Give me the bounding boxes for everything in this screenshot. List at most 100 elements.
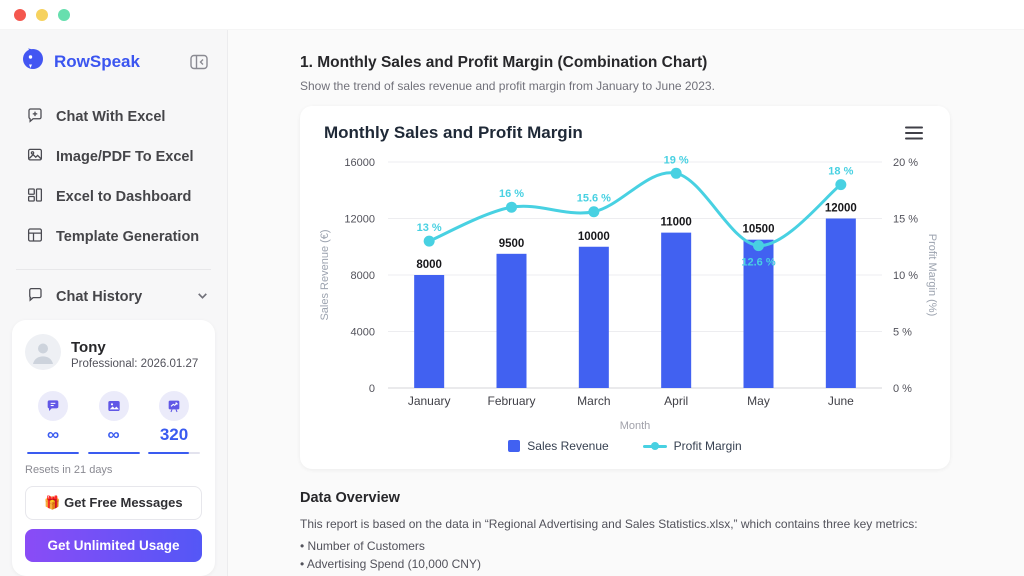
svg-text:16000: 16000 bbox=[344, 157, 375, 169]
main-content: 1. Monthly Sales and Profit Margin (Comb… bbox=[228, 30, 1024, 576]
user-profile-card: Tony Professional: 2026.01.27 ∞ bbox=[12, 320, 215, 576]
sidebar-item-template-generation[interactable]: Template Generation bbox=[0, 217, 227, 257]
svg-text:Month: Month bbox=[620, 420, 651, 432]
template-icon bbox=[26, 226, 44, 248]
legend-bar-marker bbox=[508, 440, 521, 452]
sidebar-collapse-icon[interactable] bbox=[188, 52, 211, 72]
sidebar-item-label: Image/PDF To Excel bbox=[56, 149, 194, 165]
usage-stats: ∞ ∞ bbox=[25, 391, 202, 455]
sidebar-item-label: Template Generation bbox=[56, 229, 200, 245]
stat-value: 320 bbox=[159, 425, 189, 444]
svg-text:8000: 8000 bbox=[351, 270, 375, 282]
resets-text: Resets in 21 days bbox=[25, 464, 113, 477]
data-overview-intro: This report is based on the data in “Reg… bbox=[300, 517, 918, 531]
sidebar-item-image-pdf-to-excel[interactable]: Image/PDF To Excel bbox=[0, 137, 227, 177]
stat-messages: ∞ bbox=[27, 391, 79, 455]
svg-text:8000: 8000 bbox=[416, 259, 442, 271]
sidebar-item-label: Excel to Dashboard bbox=[56, 189, 192, 205]
svg-text:15 %: 15 % bbox=[893, 214, 918, 226]
sidebar-item-chat-history[interactable]: Chat History bbox=[0, 274, 227, 320]
logo-row: RowSpeak bbox=[0, 30, 227, 89]
stat-charts: 320 bbox=[148, 391, 200, 455]
chat-history-label: Chat History bbox=[56, 289, 143, 305]
svg-text:10000: 10000 bbox=[578, 231, 610, 243]
minimize-window-button[interactable] bbox=[36, 8, 48, 21]
chart-title: Monthly Sales and Profit Margin bbox=[324, 123, 583, 142]
sidebar-menu: Chat With Excel Image/PDF To Excel bbox=[0, 97, 227, 257]
svg-text:January: January bbox=[408, 394, 451, 408]
chat-icon bbox=[38, 391, 68, 421]
chart-menu-icon[interactable] bbox=[902, 123, 926, 143]
chart-header: Monthly Sales and Profit Margin bbox=[300, 123, 950, 143]
svg-text:20 %: 20 % bbox=[893, 157, 918, 169]
get-free-messages-button[interactable]: 🎁 Get Free Messages bbox=[25, 486, 202, 521]
sidebar-divider bbox=[16, 269, 211, 270]
svg-text:0: 0 bbox=[369, 383, 375, 395]
chart-icon bbox=[159, 391, 189, 421]
chart-legend: Sales Revenue Profit Margin bbox=[300, 437, 950, 461]
user-plan: Professional: 2026.01.27 bbox=[71, 358, 199, 370]
svg-text:9500: 9500 bbox=[499, 238, 525, 250]
svg-text:February: February bbox=[487, 394, 535, 408]
svg-text:Profit Margin (%): Profit Margin (%) bbox=[926, 234, 938, 317]
svg-text:May: May bbox=[747, 394, 770, 408]
overview-bullet: Number of Customers bbox=[300, 538, 960, 555]
stat-progress bbox=[148, 451, 200, 455]
svg-text:12000: 12000 bbox=[825, 203, 857, 215]
get-unlimited-usage-button[interactable]: Get Unlimited Usage bbox=[25, 529, 202, 563]
svg-text:March: March bbox=[577, 394, 610, 408]
data-overview-list: Number of Customers Advertising Spend (1… bbox=[300, 538, 960, 576]
svg-text:18 %: 18 % bbox=[828, 166, 853, 178]
sidebar-item-excel-to-dashboard[interactable]: Excel to Dashboard bbox=[0, 177, 227, 217]
stat-value: ∞ bbox=[107, 425, 120, 444]
data-overview-title: Data Overview bbox=[300, 490, 400, 506]
close-window-button[interactable] bbox=[14, 8, 26, 21]
legend-sales-revenue[interactable]: Sales Revenue bbox=[508, 439, 609, 453]
brand-name: RowSpeak bbox=[54, 51, 140, 71]
legend-label: Profit Margin bbox=[673, 439, 742, 453]
zoom-window-button[interactable] bbox=[58, 8, 70, 21]
svg-text:Sales Revenue (€): Sales Revenue (€) bbox=[319, 229, 331, 320]
svg-text:15.6 %: 15.6 % bbox=[577, 193, 611, 205]
svg-text:12.6 %: 12.6 % bbox=[741, 257, 775, 269]
data-overview-section: Data Overview This report is based on th… bbox=[300, 490, 960, 576]
svg-text:12000: 12000 bbox=[344, 214, 375, 226]
window-titlebar bbox=[0, 0, 1024, 30]
dashboard-icon bbox=[26, 186, 44, 208]
sidebar: RowSpeak Chat With Excel bbox=[0, 30, 228, 576]
svg-text:13 %: 13 % bbox=[417, 222, 442, 234]
sidebar-item-chat-with-excel[interactable]: Chat With Excel bbox=[0, 97, 227, 137]
rowspeak-logo-icon bbox=[20, 46, 46, 77]
svg-text:16 %: 16 % bbox=[499, 188, 524, 200]
chevron-down-icon bbox=[196, 289, 209, 306]
svg-text:June: June bbox=[828, 394, 854, 408]
stat-value: ∞ bbox=[46, 425, 60, 444]
svg-text:19 %: 19 % bbox=[664, 154, 689, 166]
overview-bullet: Advertising Spend (10,000 CNY) bbox=[300, 556, 960, 573]
svg-text:0 %: 0 % bbox=[893, 383, 912, 395]
app-window: RowSpeak Chat With Excel bbox=[0, 30, 1024, 576]
svg-text:April: April bbox=[664, 394, 688, 408]
svg-text:4000: 4000 bbox=[351, 327, 375, 339]
stat-progress bbox=[87, 451, 140, 455]
chat-plus-icon bbox=[26, 106, 44, 128]
image-icon bbox=[98, 391, 129, 421]
avatar bbox=[25, 334, 61, 375]
svg-text:10 %: 10 % bbox=[893, 270, 918, 282]
user-row: Tony Professional: 2026.01.27 bbox=[25, 334, 202, 375]
combination-chart: 0 4000 8000 12000 16000 0 % 5 % 10 % 15 % 20 % Sal… bbox=[319, 154, 938, 432]
chart-card: Monthly Sales and Profit Margin 0 4000 800… bbox=[300, 106, 950, 469]
user-name: Tony bbox=[71, 339, 106, 356]
overview-bullet: Sales Revenue (10,000 CNY) bbox=[300, 573, 960, 576]
svg-text:10500: 10500 bbox=[743, 224, 775, 236]
stat-progress bbox=[27, 451, 79, 455]
legend-label: Sales Revenue bbox=[527, 439, 609, 453]
legend-line-marker bbox=[642, 442, 667, 450]
sidebar-item-label: Chat With Excel bbox=[56, 109, 166, 125]
svg-text:11000: 11000 bbox=[660, 217, 691, 229]
legend-profit-margin[interactable]: Profit Margin bbox=[642, 439, 742, 453]
chat-bubble-icon bbox=[26, 286, 44, 308]
section-title: 1. Monthly Sales and Profit Margin (Comb… bbox=[300, 54, 708, 71]
section-subtitle: Show the trend of sales revenue and prof… bbox=[300, 79, 715, 93]
image-icon bbox=[26, 146, 44, 168]
